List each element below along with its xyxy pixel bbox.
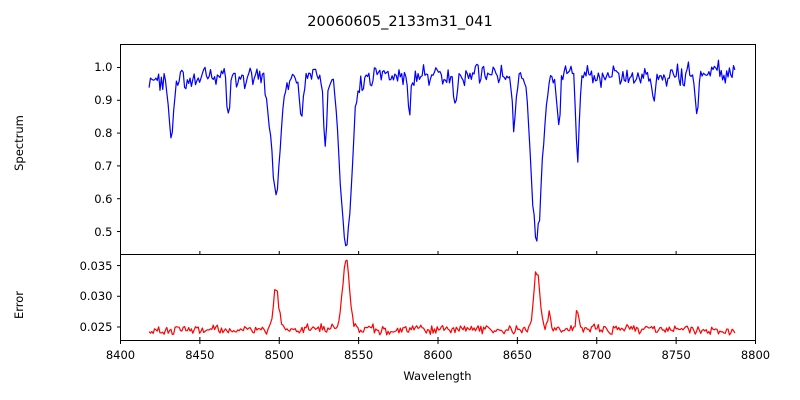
y-tick-label-error: 0.035 bbox=[79, 258, 113, 273]
x-tick-label: 8450 bbox=[185, 347, 215, 362]
y-tick-label-spectrum: 1.0 bbox=[94, 60, 113, 75]
x-tick-label: 8400 bbox=[105, 347, 136, 362]
y-tick-label-error: 0.030 bbox=[79, 289, 113, 304]
y-axis-label-spectrum: Spectrum bbox=[12, 115, 26, 171]
y-tick-label-spectrum: 0.5 bbox=[94, 224, 113, 239]
spectrum-series-group bbox=[148, 59, 736, 247]
error-line bbox=[148, 259, 736, 336]
x-tick-label: 8500 bbox=[264, 347, 294, 362]
y-tick-label-spectrum: 0.9 bbox=[94, 93, 113, 108]
error-series-group bbox=[148, 259, 736, 336]
x-axis-label: Wavelength bbox=[403, 369, 472, 383]
x-tick-label: 8650 bbox=[502, 347, 533, 362]
y-tick-label-spectrum: 0.6 bbox=[94, 191, 113, 206]
y-tick-label-spectrum: 0.8 bbox=[94, 126, 113, 141]
x-tick-label: 8750 bbox=[661, 347, 691, 362]
spectrum-line bbox=[148, 59, 736, 247]
y-tick-label-spectrum: 0.7 bbox=[94, 158, 113, 173]
x-tick-label: 8800 bbox=[740, 347, 771, 362]
y-tick-label-error: 0.025 bbox=[79, 319, 113, 334]
figure-title: 20060605_2133m31_041 bbox=[307, 14, 493, 30]
x-tick-label: 8600 bbox=[423, 347, 453, 362]
x-tick-label: 8700 bbox=[582, 347, 612, 362]
y-axis-label-error: Error bbox=[12, 290, 26, 320]
x-tick-label: 8550 bbox=[343, 347, 374, 362]
